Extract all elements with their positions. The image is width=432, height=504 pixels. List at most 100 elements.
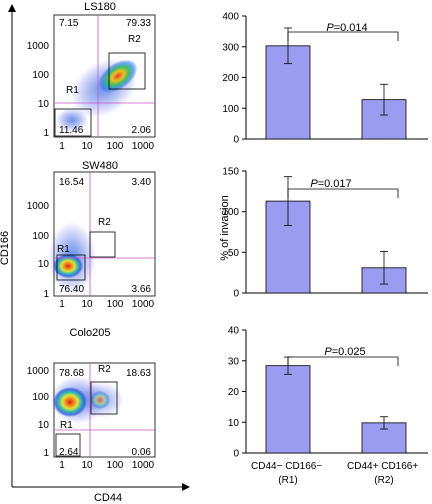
flow-plot-ls180: LS180 R1 R2 7.15 79.33 11.46 2.06 1000 1… <box>27 1 156 152</box>
flow-global-axes: CD166 CD44 <box>0 4 190 504</box>
quadrant-bottom-right: 0.06 <box>132 447 152 458</box>
y-tick-label: 10 <box>38 259 50 270</box>
y-tick-label: 0 <box>233 289 239 300</box>
bar-category-labels: CD44− CD166− (R1) CD44+ CD166+ (R2) <box>251 461 421 486</box>
quadrant-top-left: 16.54 <box>59 177 84 188</box>
bar-chart-ls180: P=0.014 0 100 200 300 400 <box>222 12 428 146</box>
x-tick-label: 10 <box>81 460 93 471</box>
y-tick-label: 100 <box>222 207 239 218</box>
y-tick-label: 20 <box>228 387 240 398</box>
category-label-r1-line1: CD44− CD166− <box>251 461 322 472</box>
flow-plot-sw480: SW480 R1 R2 16.54 3.40 76.40 3.66 1000 1… <box>27 160 156 310</box>
x-tick-label: 1 <box>59 460 65 471</box>
quadrant-bottom-left: 2.64 <box>59 447 79 458</box>
y-tick-label: 10 <box>38 420 50 431</box>
y-tick-label: 150 <box>222 167 239 178</box>
y-tick-label: 100 <box>32 70 49 81</box>
y-tick-label: 10 <box>228 418 240 429</box>
y-tick-label: 200 <box>222 73 239 84</box>
x-tick-label: 1 <box>59 299 65 310</box>
x-tick-label: 10 <box>81 141 93 152</box>
flow-y-axis-label: CD166 <box>0 231 11 265</box>
y-tick-label: 40 <box>228 326 240 337</box>
flow-x-axis-label: CD44 <box>94 492 122 504</box>
bar-chart-sw480: P=0.017 0 50 100 150 <box>222 167 428 300</box>
quadrant-top-left: 7.15 <box>59 18 79 29</box>
gate-label-r1: R1 <box>66 85 79 96</box>
significance-bracket <box>287 31 399 41</box>
gate-r1 <box>54 108 92 137</box>
quadrant-bottom-right: 3.66 <box>132 284 152 295</box>
p-value: =0.025 <box>332 346 366 358</box>
flow-x-axis-arrowhead <box>182 483 190 491</box>
y-tick-label: 300 <box>222 42 239 53</box>
p-label: P <box>324 346 332 358</box>
y-tick-labels: 1000 100 10 1 <box>27 201 50 300</box>
gate-r2 <box>89 231 116 258</box>
x-tick-labels: 1 10 100 1000 <box>59 299 154 310</box>
y-tick-label: 1000 <box>27 201 50 212</box>
quadrant-top-right: 79.33 <box>126 18 151 29</box>
flow-plot-colo205: Colo205 R1 R2 78.68 18.63 2.64 0.06 1000… <box>27 327 156 471</box>
bar-chart-colo205: P=0.025 0 10 20 30 40 <box>228 326 428 460</box>
x-tick-label: 10 <box>81 299 93 310</box>
y-tick-label: 0 <box>233 449 239 460</box>
y-tick-label: 30 <box>228 356 240 367</box>
x-tick-label: 100 <box>107 460 124 471</box>
x-tick-label: 100 <box>107 141 124 152</box>
quadrant-bottom-right: 2.06 <box>132 125 152 136</box>
p-value: =0.014 <box>334 22 368 34</box>
bar-r1 <box>265 365 311 454</box>
p-label: P <box>310 178 318 190</box>
x-tick-label: 1 <box>59 141 65 152</box>
y-tick-labels: 1000 100 10 1 <box>27 41 50 139</box>
category-label-r2-line1: CD44+ CD166+ <box>347 461 418 472</box>
quadrant-top-right: 3.40 <box>132 177 152 188</box>
gate-r2 <box>90 381 118 415</box>
p-value-annotation: P=0.025 <box>324 346 365 358</box>
gate-label-r2: R2 <box>128 34 141 45</box>
gate-r1 <box>55 433 81 457</box>
y-tick-label: 400 <box>222 12 239 23</box>
category-label-r2: CD44+ CD166+ (R2) <box>347 461 421 486</box>
y-tick-label: 10 <box>38 99 50 110</box>
flow-title: SW480 <box>82 160 118 172</box>
y-tick-label: 1 <box>43 128 49 139</box>
y-tick-label: 1 <box>43 289 49 300</box>
y-tick-label: 100 <box>222 104 239 115</box>
y-tick-label: 0 <box>233 135 239 146</box>
y-tick-label: 50 <box>228 248 240 259</box>
x-tick-labels: 1 10 100 1000 <box>59 460 154 471</box>
category-label-r1: CD44− CD166− (R1) <box>251 461 325 486</box>
gate-label-r2: R2 <box>98 217 111 228</box>
y-tick-label: 100 <box>32 392 49 403</box>
gate-r1 <box>56 254 86 281</box>
significance-bracket <box>287 188 399 198</box>
flow-title: Colo205 <box>70 327 111 339</box>
y-tick-labels: 1000 100 10 1 <box>27 366 50 459</box>
quadrant-top-right: 18.63 <box>126 368 151 379</box>
x-tick-label: 100 <box>107 299 124 310</box>
p-label: P <box>326 22 334 34</box>
gate-label-r1: R1 <box>60 420 73 431</box>
flow-title: LS180 <box>84 1 116 13</box>
y-tick-label: 1000 <box>27 366 50 377</box>
y-tick-label: 1 <box>43 448 49 459</box>
category-label-r1-line2: (R1) <box>278 475 297 486</box>
quadrant-bottom-left: 76.40 <box>59 284 84 295</box>
gate-label-r2: R2 <box>98 364 111 375</box>
y-tick-label: 1000 <box>27 41 50 52</box>
gate-label-r1: R1 <box>57 244 70 255</box>
y-tick-label: 100 <box>32 231 49 242</box>
gate-r2 <box>108 52 146 90</box>
x-tick-labels: 1 10 100 1000 <box>59 141 154 152</box>
significance-bracket <box>287 356 399 366</box>
x-tick-label: 1000 <box>132 141 155 152</box>
quadrant-top-left: 78.68 <box>59 368 84 379</box>
bar-y-axis-label: % of invasion <box>219 195 231 260</box>
p-value-annotation: P=0.014 <box>326 22 367 34</box>
category-label-r2-line2: (R2) <box>374 475 393 486</box>
p-value-annotation: P=0.017 <box>310 178 351 190</box>
quadrant-bottom-left: 11.46 <box>59 125 84 136</box>
